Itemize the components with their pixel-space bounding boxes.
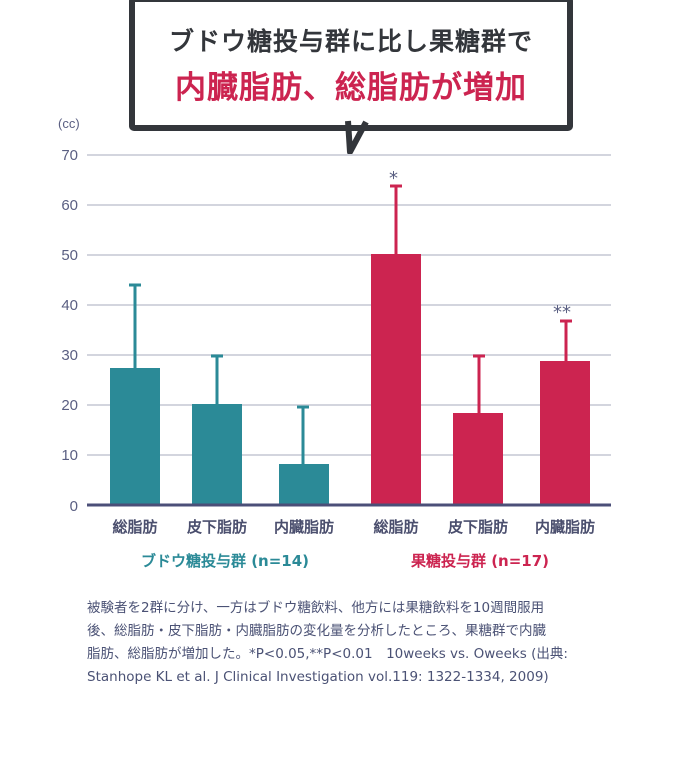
- bar-fructose-total-fat: [371, 254, 421, 505]
- bar-fructose-visceral-fat: [540, 361, 590, 505]
- svg-text:0: 0: [70, 498, 78, 515]
- significance-mark-fructose-total: *: [389, 168, 398, 189]
- x-label-glucose-visceral: 内臓脂肪: [273, 518, 334, 536]
- svg-text:30: 30: [61, 347, 78, 364]
- callout-tail-icon: [340, 112, 369, 155]
- bar-chart: 70 60 50 40 30 20 10 0: [61, 147, 611, 515]
- significance-mark-fructose-visceral: **: [553, 302, 571, 323]
- footnote-line: 脂肪、総脂肪が増加した。*P<0.05,**P<0.01 10weeks vs.…: [87, 646, 568, 662]
- svg-text:20: 20: [61, 397, 78, 414]
- y-axis-unit: (cc): [58, 116, 80, 131]
- bar-glucose-subcutaneous-fat: [192, 404, 242, 505]
- y-axis-ticks: 70 60 50 40 30 20 10 0: [61, 147, 78, 515]
- x-label-fructose-total: 総脂肪: [373, 518, 419, 536]
- x-label-fructose-visceral: 内臓脂肪: [534, 518, 595, 536]
- callout-box: ブドウ糖投与群に比し果糖群で 内臓脂肪、総脂肪が増加: [129, 0, 573, 131]
- svg-text:70: 70: [61, 147, 78, 164]
- bar-fructose-subcutaneous-fat: [453, 413, 503, 505]
- footnote-line: 後、総脂肪・皮下脂肪・内臓脂肪の変化量を分析したところ、果糖群で内臓: [87, 623, 546, 639]
- bar-glucose-visceral-fat: [279, 464, 329, 505]
- callout-highlight: 内臓脂肪、総脂肪が増加: [175, 70, 527, 106]
- svg-text:40: 40: [61, 297, 78, 314]
- footnote-citation: Stanhope KL et al. J Clinical Investigat…: [87, 669, 549, 685]
- fructose-series: [371, 184, 590, 505]
- group-label-fructose: 果糖投与群 (n=17): [410, 552, 550, 570]
- svg-text:10: 10: [61, 447, 78, 464]
- group-label-glucose: ブドウ糖投与群 (n=14): [140, 552, 310, 570]
- svg-text:50: 50: [61, 247, 78, 264]
- glucose-series: [110, 283, 329, 505]
- svg-text:60: 60: [61, 197, 78, 214]
- x-label-fructose-subcutaneous: 皮下脂肪: [447, 518, 508, 536]
- x-label-glucose-total: 総脂肪: [112, 518, 158, 536]
- bar-glucose-total-fat: [110, 368, 160, 505]
- callout-headline: ブドウ糖投与群に比し果糖群で: [168, 27, 533, 56]
- footnote-line: 被験者を2群に分け、一方はブドウ糖飲料、他方には果糖飲料を10週間服用: [87, 600, 545, 616]
- footnote: 被験者を2群に分け、一方はブドウ糖飲料、他方には果糖飲料を10週間服用 後、総脂…: [87, 597, 647, 689]
- x-label-glucose-subcutaneous: 皮下脂肪: [186, 518, 247, 536]
- gridlines: [87, 154, 611, 456]
